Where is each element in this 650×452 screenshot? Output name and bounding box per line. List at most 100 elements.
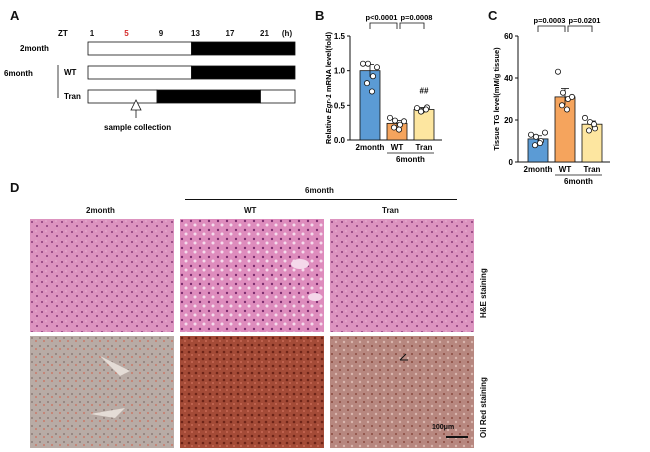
zt-tick-3: 13 [191, 29, 200, 38]
zt-tick-2: 9 [159, 29, 164, 38]
point-2-4 [423, 106, 430, 113]
col-label-wt: WT [244, 206, 257, 215]
scale-bar [446, 436, 468, 438]
point-0-0 [528, 131, 535, 138]
schedule-label-2month: 2month [20, 44, 49, 53]
zt-label: ZT [58, 29, 68, 38]
point-1-1 [560, 89, 567, 96]
x-tick-label-wt: WT [559, 165, 572, 174]
sample-arrowhead [130, 99, 142, 111]
zt-tick-1: 5 [124, 29, 129, 38]
point-0-5 [374, 64, 381, 71]
bracket-1 [537, 25, 566, 32]
light-phase-2month [87, 41, 192, 56]
y-tick-label-0: 0.0 [334, 136, 346, 145]
panel-d-label: D [10, 180, 20, 195]
point-0-3 [532, 142, 539, 149]
pvalue-1: p<0.0001 [366, 13, 398, 22]
point-0-1 [533, 133, 540, 140]
pvalue-2: p=0.0201 [569, 16, 601, 25]
point-0-2 [370, 73, 377, 80]
dark-phase-tran [156, 89, 261, 104]
point-2-3 [418, 108, 425, 115]
x-tick-label-tran: Tran [584, 165, 601, 174]
zt-tick-labels: 1 5 9 13 17 21 (h) [90, 29, 293, 38]
point-0-1 [365, 60, 372, 67]
x-tick-label-wt: WT [391, 143, 404, 152]
sample-collection-label: sample collection [104, 123, 171, 132]
point-1-4 [564, 106, 571, 113]
bar-2month [359, 70, 381, 141]
panel-a-label: A [10, 8, 20, 23]
y-tick-label-2: 1.0 [334, 67, 346, 76]
point-0-4 [369, 88, 376, 95]
x-tick-label-2month: 2month [356, 143, 385, 152]
light-dark-schedule: ZT 1 5 9 13 17 21 (h) 2month WT Tran 6month samp… [4, 29, 296, 132]
panel-c-label: C [488, 8, 498, 23]
point-2-3 [586, 127, 593, 134]
point-1-0 [555, 68, 562, 75]
point-2-0 [414, 105, 421, 112]
significance-mark: ## [420, 86, 429, 95]
point-1-5 [569, 93, 576, 100]
dark-phase-wt [191, 65, 296, 80]
x-tick-label-tran: Tran [416, 143, 433, 152]
y-tick-label-3: 60 [504, 32, 513, 41]
schedule-label-wt: WT [64, 68, 77, 77]
point-0-3 [364, 80, 371, 87]
schedule-rows: 2month WT Tran [20, 41, 296, 104]
point-2-4 [591, 121, 598, 128]
y-axis-label: Relative Egr-1 mRNA level(fold) [324, 31, 333, 144]
point-1-0 [387, 114, 394, 121]
bar-wt [554, 96, 576, 163]
oil-red-image-tran [330, 336, 474, 448]
point-1-4 [396, 126, 403, 133]
row-label-he: H&E staining [479, 268, 488, 318]
pvalue-1: p=0.0003 [534, 16, 566, 25]
col-label-tran: Tran [382, 206, 399, 215]
dark-phase-2month [191, 41, 296, 56]
point-2-0 [582, 114, 589, 121]
row-label-oil-red: Oil Red staining [479, 377, 488, 438]
pvalue-2: p=0.0008 [401, 13, 433, 22]
point-0-4 [537, 140, 544, 147]
y-tick-label-0: 0 [509, 158, 514, 167]
bracket-1 [369, 22, 398, 29]
zt-tick-5: 21 [260, 29, 269, 38]
bar-tran [581, 123, 603, 163]
group-label: 6month [564, 177, 593, 185]
point-1-3 [391, 124, 398, 131]
point-0-5 [542, 129, 549, 136]
he-image-tran [330, 219, 474, 332]
bracket-2 [567, 25, 593, 32]
he-image-2month [30, 219, 174, 332]
point-1-3 [559, 102, 566, 109]
group-label: 6month [396, 155, 425, 164]
scale-bar-label: 100μm [432, 424, 455, 431]
group-line-6month [185, 199, 457, 200]
point-0-0 [360, 60, 367, 67]
bracket-2 [399, 22, 425, 29]
zt-tick-6: (h) [282, 29, 293, 38]
y-tick-label-1: 20 [504, 116, 513, 125]
oil-red-image-2month [30, 336, 174, 448]
group-label-6month: 6month [305, 186, 334, 195]
point-1-5 [401, 118, 408, 125]
schedule-label-tran: Tran [64, 92, 81, 101]
bar-tran [413, 109, 435, 141]
y-tick-label-1: 0.5 [334, 101, 346, 110]
outer-group-label-6month: 6month [4, 69, 33, 78]
oil-red-image-wt [180, 336, 324, 448]
he-image-wt [180, 219, 324, 332]
y-tick-label-2: 40 [504, 74, 513, 83]
y-tick-label-3: 1.5 [334, 32, 346, 41]
panel-b-label: B [315, 8, 325, 23]
x-tick-label-2month: 2month [524, 165, 553, 174]
light-phase-end-tran [260, 89, 296, 104]
y-axis-label: Tissue TG level(mM/g tissue) [492, 47, 501, 151]
light-phase-tran [87, 89, 158, 104]
zt-tick-4: 17 [226, 29, 235, 38]
light-phase-wt [87, 65, 192, 80]
